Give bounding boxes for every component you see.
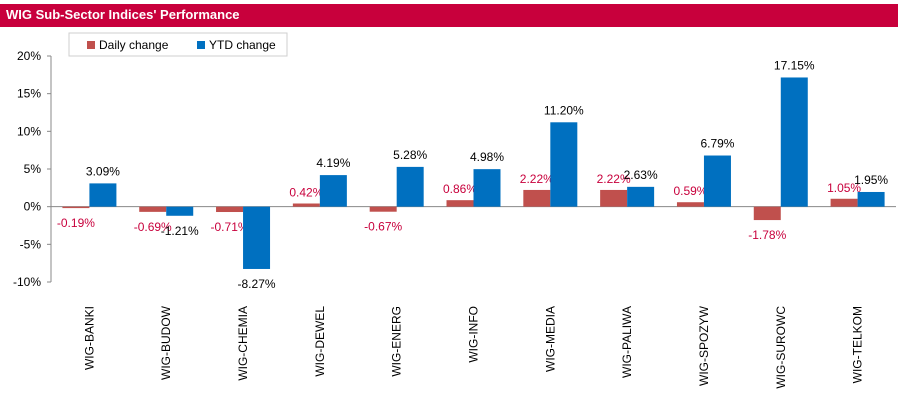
ytd-change-bar: [89, 183, 117, 207]
category-label: WIG-SUROWC: [774, 306, 788, 389]
ytd-change-bar: [550, 122, 578, 207]
daily-change-data-label: -1.78%: [748, 228, 786, 242]
daily-change-bar: [676, 202, 704, 207]
daily-change-bar: [600, 189, 628, 207]
daily-change-data-label: 0.59%: [673, 184, 707, 198]
daily-change-data-label: -0.67%: [364, 220, 402, 234]
daily-change-bar: [446, 200, 474, 207]
daily-change-data-label: 0.86%: [443, 182, 477, 196]
ytd-change-bar: [627, 186, 655, 207]
category-label: WIG-SPOZYW: [697, 305, 711, 386]
ytd-change-data-label: 3.09%: [86, 164, 120, 178]
ytd-change-data-label: 5.28%: [393, 148, 427, 162]
daily-change-data-label: -0.69%: [134, 220, 172, 234]
y-tick-label: 15%: [17, 87, 41, 101]
daily-change-data-label: -0.71%: [211, 220, 249, 234]
y-tick-label: 5%: [24, 162, 42, 176]
ytd-change-data-label: 2.63%: [624, 168, 658, 182]
ytd-change-data-label: 1.95%: [854, 173, 888, 187]
legend-swatch-daily-change: [87, 41, 95, 49]
chart-title: WIG Sub-Sector Indices' Performance: [6, 7, 240, 22]
ytd-change-data-label: -1.21%: [161, 224, 199, 238]
daily-change-bar: [523, 189, 551, 207]
y-tick-label: 10%: [17, 124, 41, 138]
category-label: WIG-TELKOM: [851, 306, 865, 383]
daily-change-data-label: 2.22%: [597, 172, 631, 186]
ytd-change-bar: [780, 77, 808, 207]
daily-change-data-label: 1.05%: [827, 181, 861, 195]
category-label: WIG-CHEMIA: [236, 306, 250, 381]
ytd-change-data-label: 4.98%: [470, 150, 504, 164]
daily-change-bar: [216, 206, 244, 213]
daily-change-bar: [139, 206, 167, 212]
ytd-change-data-label: -8.27%: [238, 277, 276, 291]
y-tick-label: 0%: [24, 200, 42, 214]
daily-change-bar: [292, 203, 320, 207]
category-label: WIG-BUDOW: [159, 305, 173, 380]
legend-label-ytd-change: YTD change: [209, 38, 276, 52]
ytd-change-data-label: 4.19%: [316, 156, 350, 170]
legend-label-daily-change: Daily change: [99, 38, 169, 52]
category-label: WIG-DEWEL: [313, 306, 327, 377]
daily-change-data-label: -0.19%: [57, 216, 95, 230]
legend-box: [68, 32, 288, 57]
ytd-change-data-label: 11.20%: [544, 103, 584, 117]
title-bar: WIG Sub-Sector Indices' Performance: [0, 4, 898, 27]
daily-change-bar: [753, 206, 781, 221]
daily-change-bar: [62, 206, 90, 209]
category-label: WIG-MEDIA: [543, 306, 557, 372]
legend-swatch-ytd-change: [197, 41, 205, 49]
ytd-change-data-label: 6.79%: [700, 137, 734, 151]
ytd-change-bar: [857, 191, 885, 207]
ytd-change-data-label: 17.15%: [774, 58, 815, 72]
ytd-change-bar: [319, 175, 347, 207]
ytd-change-bar: [703, 155, 731, 207]
daily-change-data-label: 2.22%: [520, 172, 554, 186]
ytd-change-bar: [473, 169, 501, 207]
y-tick-label: -5%: [20, 237, 42, 251]
category-label: WIG-BANKI: [82, 306, 96, 370]
category-label: WIG-INFO: [467, 306, 481, 363]
daily-change-bar: [830, 198, 858, 207]
category-label: WIG-ENERG: [390, 306, 404, 377]
daily-change-data-label: 0.42%: [289, 186, 323, 200]
ytd-change-bar: [396, 166, 424, 207]
ytd-change-bar: [243, 206, 271, 269]
y-tick-label: -10%: [13, 275, 41, 289]
category-label: WIG-PALIWA: [620, 306, 634, 378]
daily-change-bar: [369, 206, 397, 212]
ytd-change-bar: [166, 206, 194, 216]
y-tick-label: 20%: [17, 49, 41, 63]
